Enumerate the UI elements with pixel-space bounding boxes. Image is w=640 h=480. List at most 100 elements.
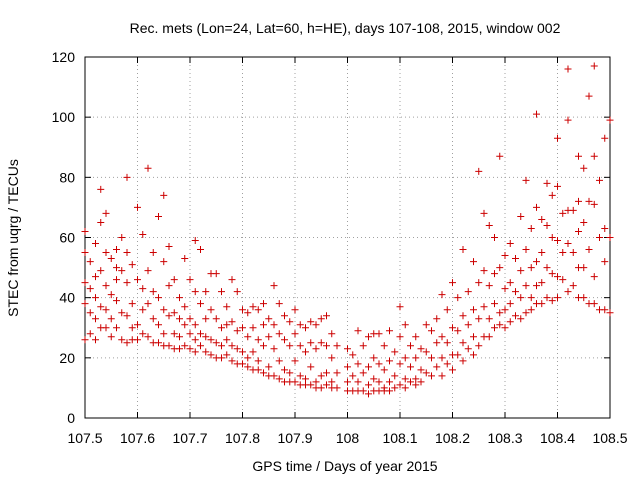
data-point xyxy=(307,363,315,371)
data-point xyxy=(501,252,509,260)
data-point xyxy=(386,327,393,335)
data-point xyxy=(569,206,577,214)
data-point xyxy=(548,297,556,305)
data-point xyxy=(422,321,430,329)
x-tick-label: 108 xyxy=(336,430,360,446)
data-point xyxy=(160,306,168,314)
data-point xyxy=(155,294,162,302)
data-point xyxy=(249,303,257,311)
data-point xyxy=(181,255,189,263)
data-point xyxy=(365,333,372,341)
data-point xyxy=(391,384,399,392)
data-point xyxy=(506,318,514,326)
data-point xyxy=(165,312,173,320)
data-point xyxy=(128,300,136,308)
data-point xyxy=(197,300,204,308)
data-point xyxy=(223,336,231,344)
data-point xyxy=(491,270,498,278)
data-point xyxy=(506,300,514,308)
ticks-layer: 107.5 107.6 107.7 107.8 107.9 108 108.1 108.2 10… xyxy=(52,49,628,446)
data-point xyxy=(228,276,236,284)
x-tick-label: 108.3 xyxy=(487,430,522,446)
data-point xyxy=(522,176,530,184)
data-point xyxy=(244,309,252,317)
data-point xyxy=(475,167,483,175)
data-point xyxy=(454,351,462,359)
data-point xyxy=(380,366,388,374)
data-point xyxy=(601,134,609,142)
data-point xyxy=(260,342,267,350)
data-point xyxy=(417,378,425,386)
data-point xyxy=(359,387,367,395)
data-point xyxy=(170,309,178,317)
data-point xyxy=(113,276,120,284)
data-point xyxy=(113,246,120,254)
data-point xyxy=(191,321,199,329)
data-point xyxy=(323,369,330,377)
data-point xyxy=(522,282,530,290)
data-point xyxy=(228,318,236,326)
data-point xyxy=(475,315,483,323)
data-point xyxy=(260,300,267,308)
data-point xyxy=(81,279,89,287)
data-point xyxy=(212,339,220,347)
data-point xyxy=(286,318,294,326)
data-point xyxy=(281,312,288,320)
data-point xyxy=(412,354,420,362)
data-point xyxy=(333,342,341,350)
data-point xyxy=(291,330,299,338)
x-axis-label: GPS time / Days of year 2015 xyxy=(252,458,437,474)
y-tick-label: 20 xyxy=(59,350,75,366)
data-point xyxy=(401,321,409,329)
data-point xyxy=(480,267,488,275)
data-point xyxy=(454,294,462,302)
data-point xyxy=(380,342,388,350)
data-point xyxy=(144,267,152,275)
data-point xyxy=(569,282,577,290)
data-point xyxy=(149,288,157,296)
data-point xyxy=(92,294,99,302)
data-point xyxy=(417,366,425,374)
data-point xyxy=(443,360,451,368)
data-point xyxy=(118,336,126,344)
data-point xyxy=(370,375,378,383)
data-point xyxy=(396,381,404,389)
data-point xyxy=(501,324,509,332)
data-point xyxy=(160,330,168,338)
data-point xyxy=(391,348,399,356)
data-point xyxy=(564,288,572,296)
data-point xyxy=(107,333,115,341)
data-point xyxy=(517,267,525,275)
y-tick-label: 100 xyxy=(52,109,76,125)
data-point xyxy=(165,282,173,290)
y-tick-label: 0 xyxy=(67,410,75,426)
data-point xyxy=(281,366,288,374)
data-point xyxy=(92,273,99,281)
data-point xyxy=(296,321,304,329)
data-point xyxy=(601,258,609,266)
data-point xyxy=(575,227,582,235)
data-point xyxy=(113,297,120,305)
data-point xyxy=(317,384,325,392)
data-point xyxy=(312,321,320,329)
data-point xyxy=(155,339,162,347)
data-point xyxy=(485,221,493,229)
data-point xyxy=(517,294,525,302)
data-point xyxy=(548,234,556,241)
data-point xyxy=(475,342,483,350)
data-point xyxy=(554,134,561,142)
data-point xyxy=(270,372,278,380)
data-point xyxy=(191,237,199,245)
data-point xyxy=(223,303,231,311)
data-point xyxy=(113,264,120,272)
data-point xyxy=(365,363,372,371)
data-point xyxy=(407,378,414,386)
data-point xyxy=(81,227,89,235)
data-point xyxy=(344,363,351,371)
data-point xyxy=(102,249,110,257)
data-point xyxy=(181,342,189,350)
data-point xyxy=(202,348,210,356)
data-point xyxy=(407,342,414,350)
data-point xyxy=(428,372,435,380)
